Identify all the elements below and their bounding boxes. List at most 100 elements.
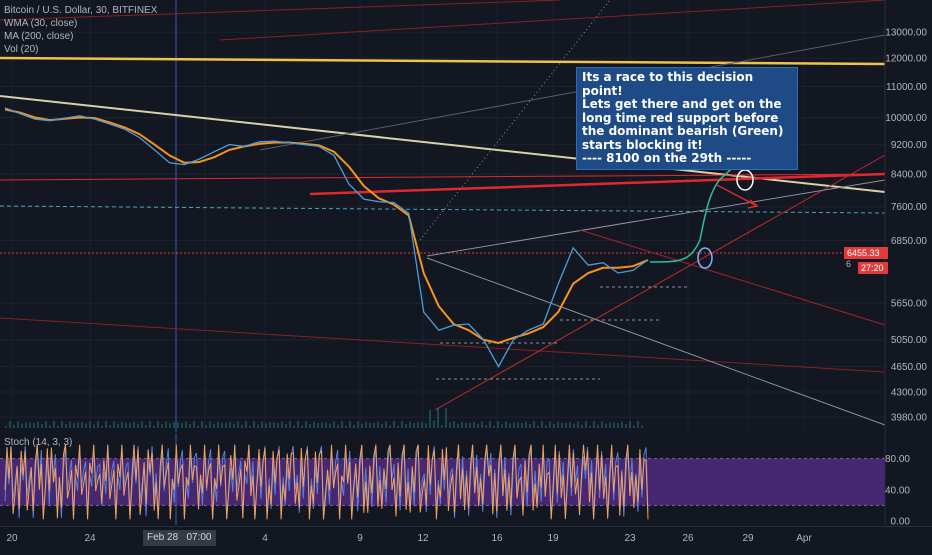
volume-bar	[637, 421, 639, 428]
volume-bar	[505, 421, 507, 428]
volume-bar	[117, 423, 119, 428]
volume-bar	[349, 421, 351, 428]
volume-bar	[281, 421, 283, 428]
stoch-k-line	[4, 444, 649, 520]
volume-bar	[369, 422, 371, 428]
volume-bar	[397, 425, 399, 428]
volume-bar	[101, 425, 103, 428]
volume-bar	[165, 421, 167, 428]
volume-bar	[489, 421, 491, 428]
volume-bar	[57, 425, 59, 428]
volume-bar	[221, 422, 223, 428]
volume-bar	[137, 423, 139, 428]
symbol-legend[interactable]: Bitcoin / U.S. Dollar, 30, BITFINEX	[4, 5, 158, 16]
last-price-tag: 6455.33	[844, 247, 888, 259]
volume-bar	[5, 426, 7, 428]
volume-bar	[633, 425, 635, 428]
y-tick-label: 4300.00	[891, 388, 928, 399]
volume-bar	[377, 421, 379, 428]
price-chart[interactable]: 13000.00 12000.00 11000.00 10000.00 9200.00 8…	[0, 0, 932, 432]
crosshair-time-label: Feb 28 07:00	[143, 530, 216, 546]
stoch-legend[interactable]: Stoch (14, 3, 3)	[4, 437, 73, 448]
red-channel-line	[579, 229, 886, 326]
falling-grey-line	[426, 257, 886, 426]
price-pane[interactable]: 13000.00 12000.00 11000.00 10000.00 9200.00 8…	[0, 0, 932, 432]
ma-legend[interactable]: MA (200, close)	[4, 31, 74, 42]
y-tick-label: 5650.00	[891, 299, 928, 310]
stoch-pane[interactable]: 80.00 40.00 0.00 Stoch (14, 3, 3)	[0, 433, 932, 528]
volume-bar	[213, 423, 215, 428]
y-tick-label: 8400.00	[891, 170, 928, 181]
volume-bar	[357, 421, 359, 428]
volume-bar	[473, 421, 475, 428]
volume-bar	[521, 423, 523, 428]
vol-legend[interactable]: Vol (20)	[4, 44, 39, 55]
red-upper-line-2	[219, 0, 886, 41]
volume-bar	[341, 421, 343, 428]
volume-bar	[25, 422, 27, 428]
volume-bar	[289, 421, 291, 428]
volume-bar	[333, 421, 335, 428]
y-tick-label: 6850.00	[891, 236, 928, 247]
volume-bar	[293, 425, 295, 428]
volume-bar	[29, 422, 31, 428]
volume-bar	[225, 422, 227, 428]
wma-legend[interactable]: WMA (30, close)	[4, 18, 78, 29]
grey-upper-line	[259, 34, 886, 151]
y-tick-label: 13000.00	[885, 28, 927, 39]
volume-bar	[261, 421, 263, 428]
volume-bar	[189, 424, 191, 428]
volume-bar	[37, 421, 39, 428]
volume-bar	[497, 421, 499, 428]
volume-bar	[389, 425, 391, 428]
volume-bar	[605, 423, 607, 428]
volume-bar	[229, 421, 231, 428]
volume-bar	[301, 425, 303, 428]
dashed-cyan-level	[0, 205, 886, 214]
rising-support-line	[434, 154, 886, 411]
volume-bar	[153, 425, 155, 428]
stoch-y-tick-label: 40.00	[885, 485, 910, 496]
volume-bar	[193, 421, 195, 428]
volume-bar	[541, 421, 543, 428]
y-tick-label: 3980.00	[891, 413, 928, 424]
volume-bar	[61, 421, 63, 428]
volume-bar	[457, 423, 459, 428]
volume-bar	[13, 424, 15, 428]
volume-bar	[525, 421, 527, 428]
volume-bar	[469, 422, 471, 428]
volume-bar	[41, 424, 43, 428]
volume-bar	[501, 424, 503, 428]
volume-bar	[573, 423, 575, 428]
stoch-y-tick-label: 80.00	[885, 454, 910, 465]
current-point-circle	[697, 247, 713, 269]
volume-bar	[441, 425, 443, 428]
volume-bar	[409, 421, 411, 428]
volume-bar	[157, 421, 159, 428]
stoch-y-tick-label: 0.00	[891, 517, 911, 526]
volume-bar	[113, 421, 115, 428]
x-tick-label: 4	[262, 533, 268, 544]
annotation-callout[interactable]: Its a race to this decision point! Lets …	[576, 67, 798, 170]
volume-bar	[177, 422, 179, 428]
x-tick-label: 19	[547, 533, 559, 544]
volume-bar	[273, 422, 275, 428]
stoch-chart[interactable]: 80.00 40.00 0.00	[0, 433, 932, 528]
volume-bar	[77, 422, 79, 428]
volume-bar	[561, 422, 563, 428]
volume-bar	[321, 422, 323, 428]
volume-bar	[437, 408, 439, 428]
volume-bar	[89, 421, 91, 428]
y-tick-label: 9200.00	[891, 140, 928, 151]
volume-bar	[325, 422, 327, 428]
time-axis[interactable]: 2024ar49121619232629Apr Feb 28 07:00	[0, 526, 932, 550]
volume-bar	[149, 421, 151, 428]
y-tick-label: 4650.00	[891, 362, 928, 373]
x-tick-label: 12	[417, 533, 429, 544]
red-projection-arrow	[716, 184, 758, 207]
volume-bar	[241, 424, 243, 428]
volume-bar	[621, 421, 623, 428]
price-line	[4, 107, 649, 368]
countdown-tag: 27:20	[858, 262, 888, 274]
volume-bar	[329, 423, 331, 428]
